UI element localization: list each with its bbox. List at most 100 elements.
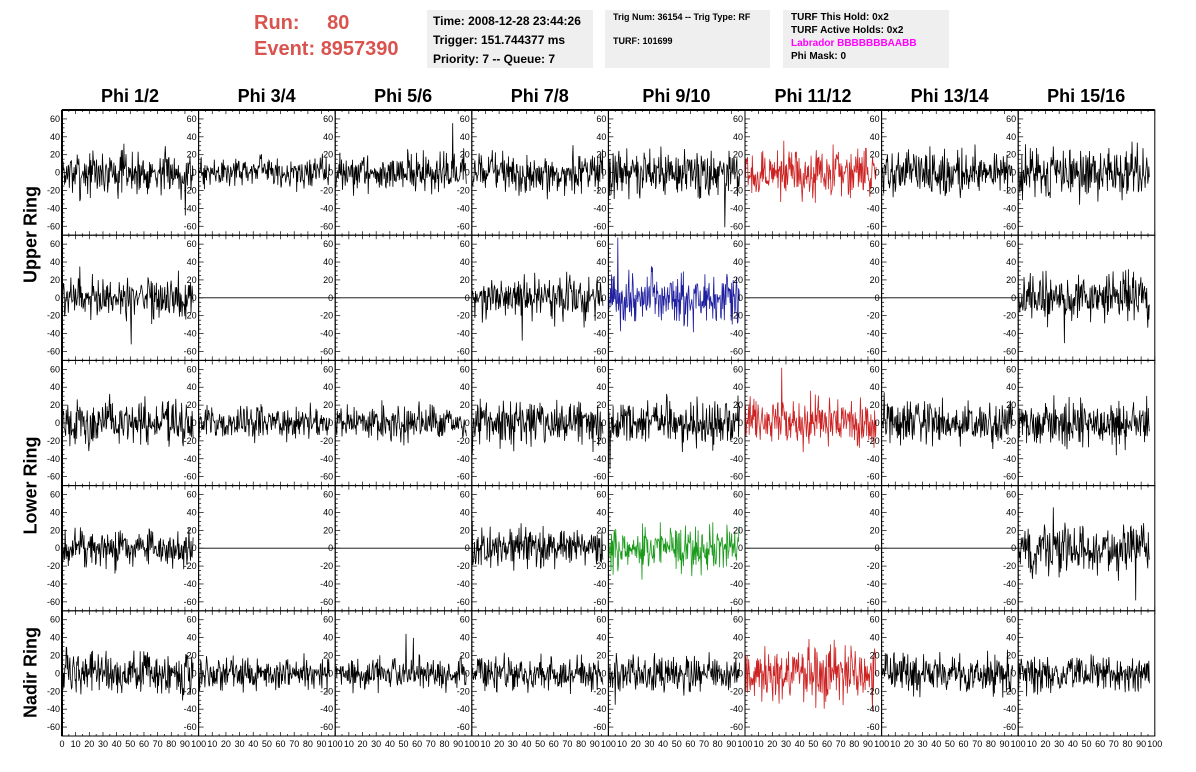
waveform-panel: 60 40 20 0 -20 -40 -60 xyxy=(47,359,200,487)
y-tick-label: 60 xyxy=(596,615,606,625)
y-tick-label: 60 xyxy=(323,239,333,249)
y-tick-label: -60 xyxy=(593,472,606,482)
y-tick-label: 20 xyxy=(50,400,60,410)
y-tick-label: 0 xyxy=(55,168,60,178)
y-tick-label: -60 xyxy=(320,221,333,231)
y-tick-label: 60 xyxy=(323,364,333,374)
y-tick-label: -40 xyxy=(320,203,333,213)
y-tick-label: 40 xyxy=(1006,382,1016,392)
y-tick-label: -20 xyxy=(457,311,470,321)
y-tick-label: 20 xyxy=(733,651,743,661)
waveform-trace xyxy=(471,145,604,200)
x-tick-label: 10 xyxy=(617,739,627,749)
y-tick-label: -60 xyxy=(593,346,606,356)
waveform-panel: 60 40 20 0 -20 -40 -60 xyxy=(867,359,1019,487)
y-tick-label: 0 xyxy=(738,293,743,303)
y-tick-label: 0 xyxy=(55,668,60,678)
y-tick-label: 20 xyxy=(187,150,197,160)
x-tick-label: 100 xyxy=(1011,739,1026,749)
x-tick-label: 50 xyxy=(125,739,135,749)
y-tick-label: 60 xyxy=(870,114,880,124)
waveform-trace xyxy=(471,271,604,341)
y-tick-label: 40 xyxy=(870,132,880,142)
y-tick-label: 20 xyxy=(1006,275,1016,285)
waveform-panel: 60 40 20 0 -20 -40 -60 xyxy=(730,234,883,361)
x-tick-label: 60 xyxy=(685,739,695,749)
y-tick-label: -60 xyxy=(457,346,470,356)
waveform-trace xyxy=(1017,141,1150,205)
waveform-panel: 60 40 20 0 -20 -40 -60 xyxy=(593,109,746,236)
trig-num-text: Trig Num: 36154 -- Trig Type: RF xyxy=(613,12,751,22)
x-tick-label: 20 xyxy=(631,739,641,749)
x-tick-label: 70 xyxy=(1109,739,1119,749)
y-tick-label: -20 xyxy=(593,686,606,696)
waveform-panel: 60 40 20 0 -20 -40 -60 xyxy=(184,359,336,487)
y-tick-label: -40 xyxy=(457,203,470,213)
waveform-panel: 60 40 20 0 -20 -40 -60 xyxy=(184,109,336,236)
x-tick-label: 60 xyxy=(822,739,832,749)
y-tick-label: -20 xyxy=(457,561,470,571)
y-tick-label: -60 xyxy=(1003,346,1016,356)
x-tick-label: 80 xyxy=(576,739,586,749)
y-tick-label: 0 xyxy=(55,418,60,428)
y-tick-label: 20 xyxy=(460,150,470,160)
x-tick-label: 90 xyxy=(590,739,600,749)
y-tick-label: 60 xyxy=(50,239,60,249)
y-tick-label: 0 xyxy=(192,418,197,428)
x-tick-label: 40 xyxy=(521,739,531,749)
waveform-panel: 60 40 20 0 -20 -40 -60 xyxy=(320,610,473,737)
x-tick-label: 10 xyxy=(1027,739,1037,749)
y-tick-label: 40 xyxy=(323,257,333,267)
x-tick-label: 60 xyxy=(412,739,422,749)
y-tick-label: 0 xyxy=(465,168,470,178)
y-tick-label: 0 xyxy=(738,418,743,428)
time-text: Time: 2008-12-28 23:44:26 xyxy=(433,14,581,28)
y-tick-label: -20 xyxy=(730,185,743,195)
y-tick-label: -40 xyxy=(457,329,470,339)
waveform-panel: 60 40 20 0 -20 -40 -60 xyxy=(867,610,1019,737)
column-label: Phi 15/16 xyxy=(1047,86,1126,106)
waveform-panel: 60 40 20 0 -20 -40 -60 xyxy=(1003,109,1156,236)
waveform-panel: 60 40 20 0 -20 -40 -60 xyxy=(730,359,883,487)
waveform-trace xyxy=(608,522,740,580)
y-tick-label: -40 xyxy=(184,454,197,464)
y-tick-label: 20 xyxy=(1006,651,1016,661)
waveform-trace xyxy=(334,123,467,196)
turf-active-holds-text: TURF Active Holds: 0x2 xyxy=(791,25,904,36)
event-label: Event: xyxy=(254,38,316,60)
waveform-panel: 60 40 20 0 -20 -40 -60 xyxy=(1003,610,1156,737)
y-tick-label: -20 xyxy=(320,686,333,696)
y-tick-label: 0 xyxy=(601,293,606,303)
event-value: 8957390 xyxy=(320,38,399,60)
x-tick-label: 20 xyxy=(358,739,368,749)
waveform-panel: 60 40 20 0 -20 -40 -60 xyxy=(320,485,473,612)
y-tick-label: -60 xyxy=(184,472,197,482)
y-tick-label: -60 xyxy=(867,597,880,607)
x-tick-label: 60 xyxy=(276,739,286,749)
y-tick-label: 20 xyxy=(323,400,333,410)
y-tick-label: -20 xyxy=(320,311,333,321)
x-tick-label: 50 xyxy=(808,739,818,749)
y-tick-label: -20 xyxy=(867,561,880,571)
y-tick-label: 0 xyxy=(328,293,333,303)
y-tick-label: -20 xyxy=(47,561,60,571)
x-tick-label: 50 xyxy=(672,739,682,749)
y-tick-label: -60 xyxy=(320,346,333,356)
x-tick-label: 20 xyxy=(494,739,504,749)
waveform-trace xyxy=(1017,654,1150,697)
y-tick-label: -60 xyxy=(1003,597,1016,607)
x-tick-label: 80 xyxy=(986,739,996,749)
y-tick-label: 60 xyxy=(596,490,606,500)
y-tick-label: 0 xyxy=(601,418,606,428)
y-tick-label: -60 xyxy=(457,722,470,732)
y-tick-label: -60 xyxy=(730,346,743,356)
y-tick-label: -60 xyxy=(320,597,333,607)
y-tick-label: 60 xyxy=(460,114,470,124)
y-tick-label: 60 xyxy=(870,615,880,625)
y-tick-label: 20 xyxy=(50,275,60,285)
y-tick-label: 60 xyxy=(870,239,880,249)
y-tick-label: 20 xyxy=(323,275,333,285)
y-tick-label: -60 xyxy=(730,722,743,732)
y-tick-label: 40 xyxy=(460,382,470,392)
